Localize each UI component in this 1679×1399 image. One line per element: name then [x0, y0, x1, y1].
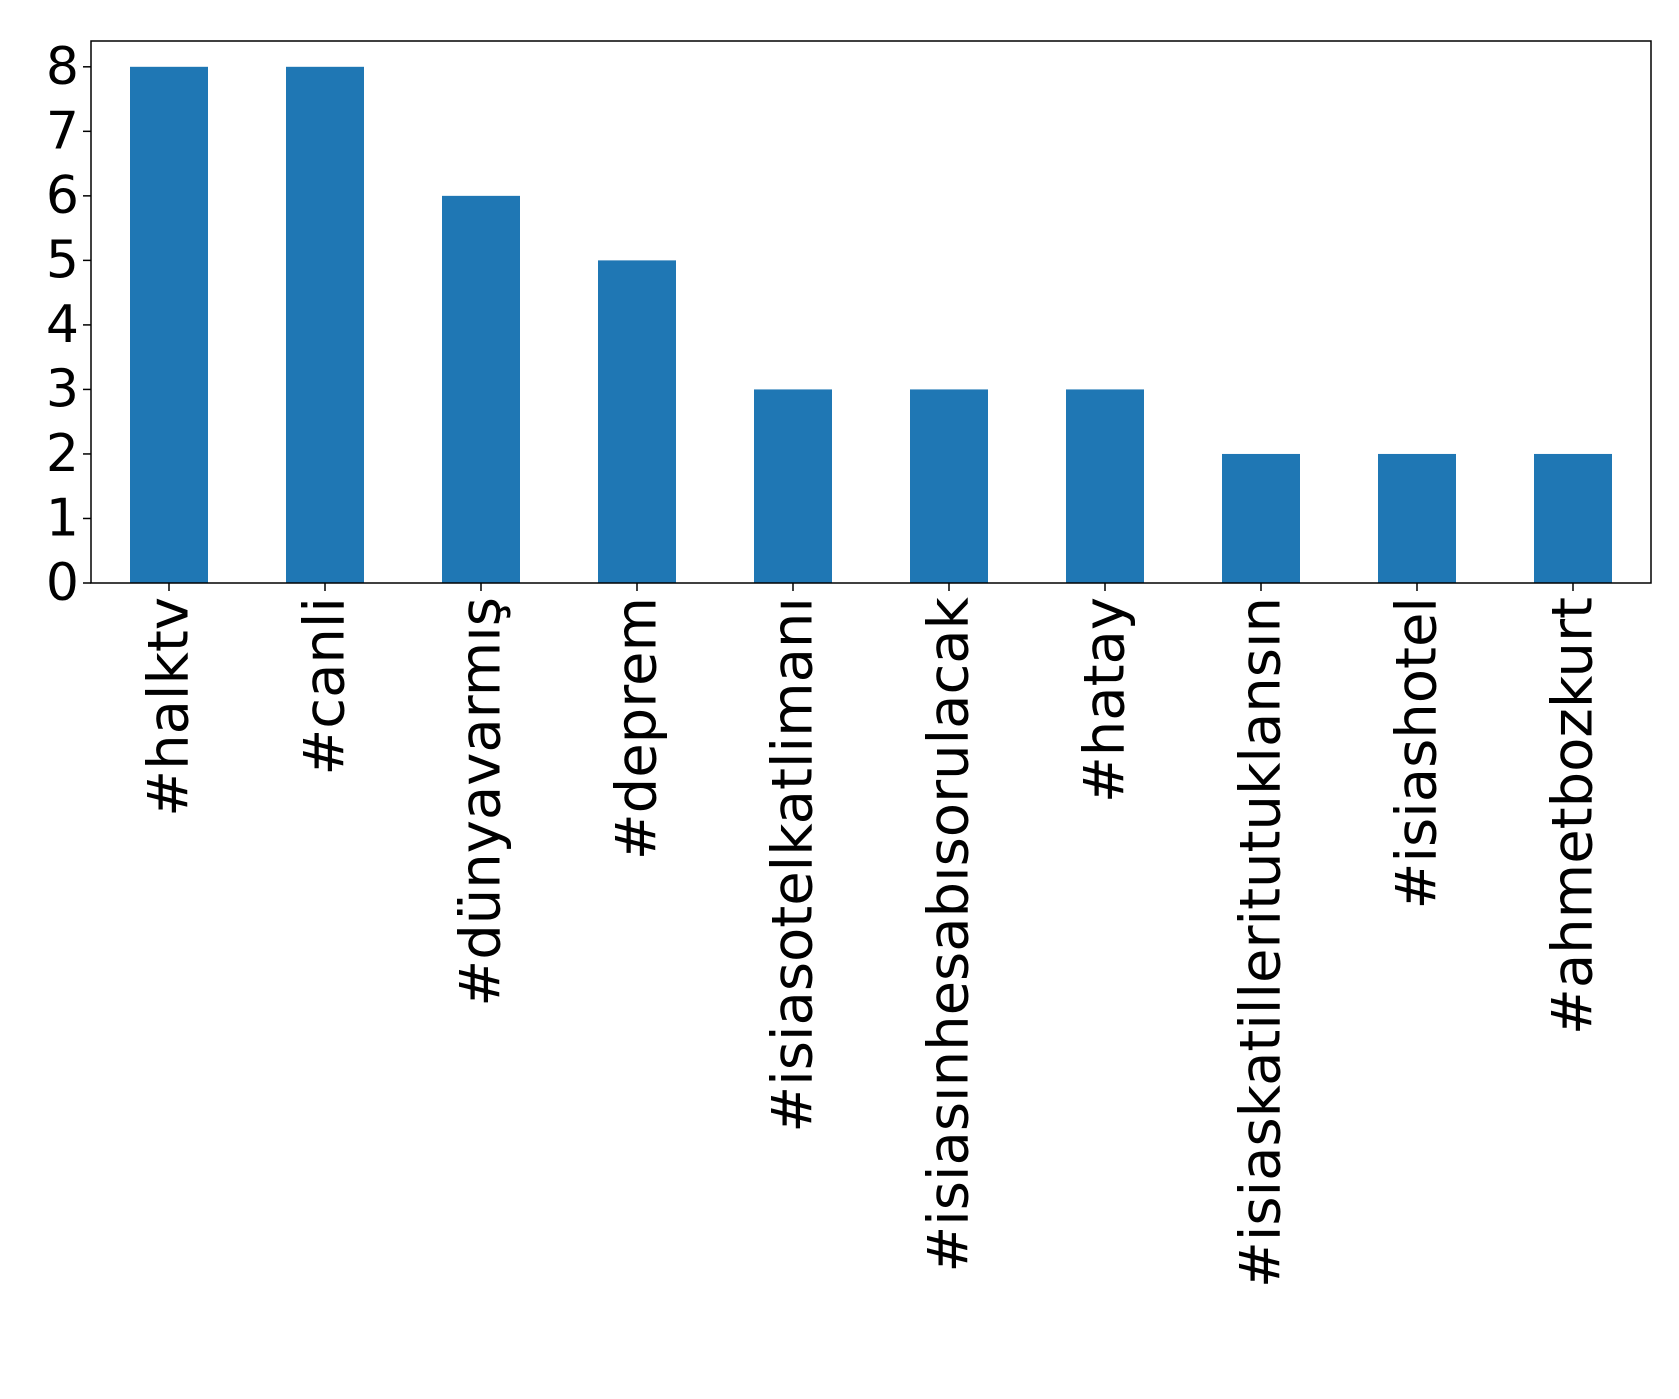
x-tick-label-deprem: #deprem [605, 597, 670, 860]
y-tick-label-4: 4 [46, 295, 79, 355]
x-tick-label-dunyavarmis: #dünyavarmış [449, 597, 514, 1007]
x-tick-label-halktv: #halktv [137, 597, 202, 817]
y-tick-label-7: 7 [46, 101, 79, 161]
bars-layer [130, 66, 1612, 584]
y-tick-label-5: 5 [46, 230, 79, 290]
bar-isiasotelkatlimani [754, 389, 832, 583]
y-tick-label-2: 2 [46, 424, 79, 484]
y-tick-label-0: 0 [46, 553, 79, 613]
bar-isiaskatilleritutuklansin [1222, 453, 1300, 583]
x-tick-label-isiasotelkatlimani: #isiasotelkatlimanı [761, 597, 826, 1133]
bar-isiasinhesabisorulacak [910, 389, 988, 583]
y-tick-label-8: 8 [46, 37, 79, 97]
y-tick-label-1: 1 [46, 488, 79, 548]
bar-canli [286, 66, 364, 584]
x-tick-label-isiaskatilleritutuklansin: #isiaskatilleritutuklansın [1229, 597, 1294, 1288]
x-tick-label-hatay: #hatay [1073, 597, 1138, 803]
x-tick-label-isiasinhesabisorulacak: #isiasınhesabısorulacak [917, 596, 982, 1272]
x-tick-label-canli: #canli [293, 597, 358, 776]
bar-deprem [598, 260, 676, 583]
x-axis: #halktv #canli #dünyavarmış #deprem #isiasot… [137, 583, 1606, 1288]
x-tick-label-ahmetbozkurt: #ahmetbozkurt [1541, 597, 1606, 1035]
y-tick-label-6: 6 [46, 166, 79, 226]
bar-hatay [1066, 389, 1144, 583]
x-tick-label-isiashotel: #isiashotel [1385, 597, 1450, 909]
bar-ahmetbozkurt [1534, 453, 1612, 583]
bar-dunyavarmis [442, 195, 520, 583]
bar-halktv [130, 66, 208, 584]
y-tick-label-3: 3 [46, 359, 79, 419]
bar-isiashotel [1378, 453, 1456, 583]
plot-frame [90, 40, 1652, 584]
